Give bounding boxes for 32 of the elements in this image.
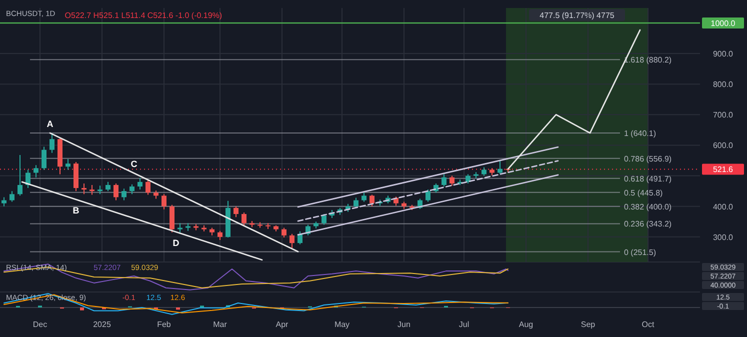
y-tick-label: 300.0	[712, 232, 734, 242]
x-tick-label: Mar	[213, 320, 228, 329]
x-tick-label: Oct	[642, 320, 655, 329]
ref-line-label: 521.6	[712, 165, 734, 174]
ref-line-label: 1 (640.1)	[624, 128, 656, 138]
annotation: D	[172, 238, 180, 248]
x-tick-label: Apr	[276, 320, 289, 329]
band-label: 477.5 (91.77%) 4775	[540, 11, 615, 20]
annotation: B	[72, 205, 80, 216]
annotation: C	[130, 159, 138, 170]
ref-line-label: 0.5 (445.8)	[624, 188, 664, 198]
y-tick-label: 800.0	[712, 80, 734, 90]
ref-line-label: 0.786 (556.9)	[624, 154, 672, 164]
ref-line-label: 0 (251.5)	[624, 248, 656, 257]
ref-line-label: 0.382 (400.0)	[624, 202, 672, 212]
x-tick-label: Jul	[458, 320, 470, 329]
x-tick-label: Feb	[157, 320, 172, 329]
ref-line-label: 0.618 (491.7)	[624, 174, 672, 184]
y-tick-label: 700.0	[712, 110, 734, 120]
y-tick-label: 400.0	[712, 202, 734, 212]
x-tick-label: Jun	[398, 320, 410, 329]
x-tick-label: 2025	[93, 320, 112, 329]
annotation: A	[46, 119, 54, 130]
y-tick-label: 900.0	[712, 50, 734, 59]
ref-line-label: 0.236 (343.2)	[624, 220, 672, 229]
x-tick-label: Sep	[580, 320, 596, 329]
y-tick-label: 600.0	[712, 141, 734, 150]
x-tick-label: May	[334, 320, 350, 329]
ref-line-label: 1000.0	[710, 18, 736, 28]
x-tick-label: Aug	[518, 320, 534, 329]
chart-subtitle: O522.7 H525.1 L511.4 C521.6 -1.0 (-0.19%)	[64, 11, 222, 20]
x-tick-label: Dec	[32, 320, 48, 329]
